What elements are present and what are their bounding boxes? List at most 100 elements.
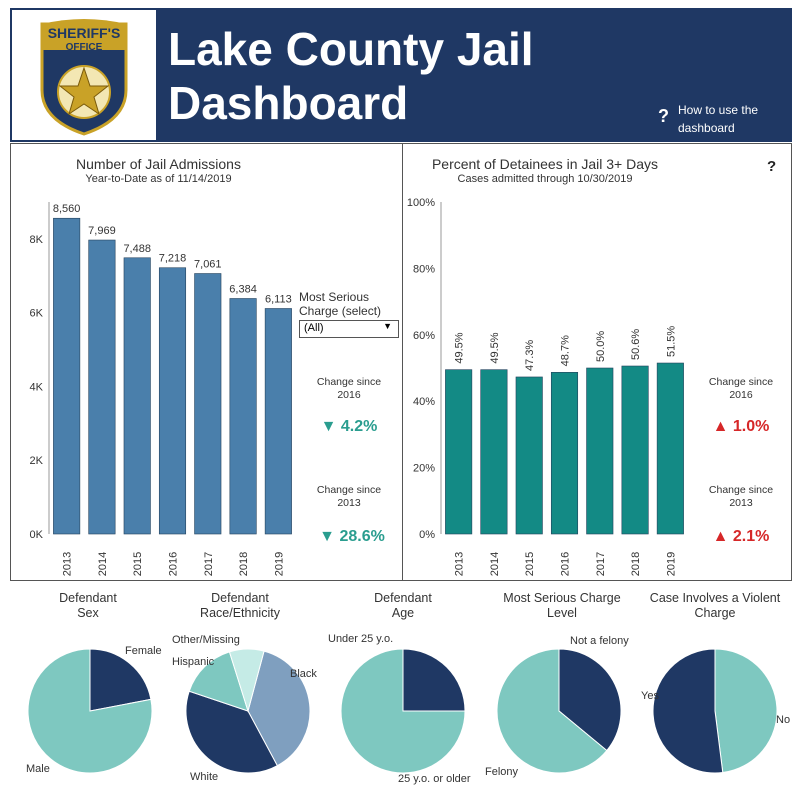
pie-age-chart: [340, 648, 466, 774]
pct-change-since-2016-value: ▲ 1.0%: [712, 418, 770, 435]
sheriff-logo: SHERIFF'S OFFICE: [12, 10, 156, 140]
help-link-line2: dashboard: [678, 121, 735, 135]
detention-bar[interactable]: [621, 365, 649, 535]
detention-bar-chart: 0% 20% 40% 60% 80% 100% 49.5% 2013 49.5% 2014 47.3…: [407, 197, 684, 576]
admissions-bar[interactable]: [123, 257, 151, 535]
detention-y-tick-label: 0%: [419, 529, 435, 541]
pie-race-chart: [185, 648, 311, 774]
change-since-2016-label-line2: 2016: [337, 389, 361, 401]
change-since-2016-label: Change since 2016: [307, 376, 391, 402]
charge-filter-value: (All): [304, 322, 324, 334]
pct-change-since-2013-value: ▲ 2.1%: [712, 528, 770, 545]
detention-bar[interactable]: [515, 376, 543, 535]
pie-charge-title-line1: Most Serious Charge: [503, 591, 621, 605]
detention-x-tick-label: 2013: [454, 552, 466, 576]
admissions-y-tick-label: 0K: [30, 529, 44, 541]
admissions-panel: Number of Jail Admissions Year-to-Date a…: [10, 143, 403, 581]
page-title-line1: Lake County Jail: [168, 23, 534, 75]
help-link-line1: How to use the: [678, 103, 759, 117]
pie-violent-title-line1: Case Involves a Violent: [649, 591, 781, 605]
change-since-2013-label-line2: 2013: [337, 497, 361, 509]
detention-value-label: 49.5%: [489, 332, 501, 363]
pie-race-slice[interactable]: [185, 690, 278, 774]
detention-help-icon[interactable]: ?: [767, 158, 777, 175]
admissions-x-tick-label: 2015: [132, 552, 144, 576]
detention-y-tick-label: 100%: [407, 197, 435, 209]
detention-subtitle: Cases admitted through 10/30/2019: [457, 173, 633, 185]
pie-age-slice[interactable]: [340, 648, 466, 774]
pie-violent-chart: [652, 648, 778, 774]
detention-y-tick-label: 80%: [413, 263, 435, 275]
admissions-y-tick-label: 4K: [30, 381, 44, 393]
pie-race-slice[interactable]: [188, 651, 249, 712]
pie-race-slice[interactable]: [247, 650, 311, 767]
pie-violent-slice[interactable]: [714, 648, 778, 774]
pie-age-title-line2: Age: [391, 606, 415, 620]
detention-bar[interactable]: [445, 369, 473, 535]
pct-change-since-2016-label-line2: 2016: [729, 389, 753, 401]
admissions-bar[interactable]: [53, 217, 81, 535]
pie-sex-label-female: Female: [125, 645, 162, 657]
detention-x-tick-label: 2019: [665, 552, 677, 576]
pie-sex-label-male: Male: [26, 763, 50, 775]
logo-text-top: SHERIFF'S: [48, 25, 121, 41]
detention-bar[interactable]: [656, 362, 684, 535]
pie-violent-title: Case Involves a Violent Charge: [640, 591, 790, 621]
dashboard-header: SHERIFF'S OFFICE Lake County Jail Dashbo…: [10, 8, 792, 142]
pie-charge-slice[interactable]: [496, 648, 608, 774]
pie-charge-chart: [496, 648, 622, 774]
admissions-bar[interactable]: [194, 273, 222, 535]
change-since-2016-label-line1: Change since: [316, 376, 382, 388]
admissions-bar[interactable]: [229, 298, 257, 535]
admissions-x-tick-label: 2013: [62, 552, 74, 576]
help-icon[interactable]: ?: [658, 106, 669, 126]
pie-age-title-line1: Defendant: [374, 591, 432, 605]
detention-y-tick-label: 20%: [413, 463, 435, 475]
pie-age-label-under25: Under 25 y.o.: [328, 633, 394, 645]
admissions-value-label: 7,488: [123, 243, 151, 255]
pie-race-title-line2: Race/Ethnicity: [200, 606, 280, 620]
change-since-2013-label: Change since 2013: [307, 484, 391, 510]
detention-bar[interactable]: [550, 372, 579, 535]
detention-value-label: 47.3%: [524, 340, 536, 371]
detention-value-label: 49.5%: [454, 332, 466, 363]
pie-race-label-hispanic: Hispanic: [172, 656, 215, 668]
pie-violent-label-no: No: [776, 714, 791, 726]
pie-race-label-black: Black: [290, 668, 317, 680]
detention-value-label: 48.7%: [560, 335, 572, 366]
pie-race-label-white: White: [190, 771, 219, 783]
admissions-bar[interactable]: [264, 308, 292, 535]
pie-race-title: Defendant Race/Ethnicity: [170, 591, 310, 621]
admissions-bar[interactable]: [88, 239, 116, 535]
page-title-line2: Dashboard: [168, 77, 409, 129]
change-since-2013-value: ▼ 28.6%: [319, 528, 385, 545]
pie-sex-title: Defendant Sex: [30, 591, 146, 621]
pie-age-label-25plus: 25 y.o. or older: [398, 773, 471, 785]
pie-sex-title-line2: Sex: [77, 606, 99, 620]
charge-filter-select[interactable]: (All) ▼: [299, 320, 399, 338]
detention-bar[interactable]: [586, 367, 614, 535]
pie-violent-label-yes: Yes: [641, 690, 659, 702]
admissions-subtitle: Year-to-Date as of 11/14/2019: [85, 173, 232, 185]
charge-filter-title: Most Serious Charge (select): [299, 290, 381, 318]
admissions-x-tick-label: 2017: [203, 552, 215, 576]
pie-charge-slice[interactable]: [558, 648, 622, 752]
detention-x-tick-label: 2018: [630, 552, 642, 576]
pie-sex-slice[interactable]: [89, 648, 152, 712]
pie-charge-title-line2: Level: [547, 606, 577, 620]
help-link[interactable]: How to use the dashboard: [678, 101, 788, 137]
admissions-bar[interactable]: [158, 267, 187, 535]
pie-sex-slice[interactable]: [27, 648, 153, 774]
detention-value-label: 51.5%: [665, 326, 677, 357]
pie-race-slice[interactable]: [228, 648, 265, 713]
pie-age-title: Defendant Age: [345, 591, 461, 621]
detention-bar[interactable]: [480, 369, 508, 535]
pie-race-label-other: Other/Missing: [172, 634, 240, 646]
detention-x-tick-label: 2017: [595, 552, 607, 576]
pct-change-since-2013-label: Change since 2013: [699, 484, 783, 510]
charge-filter-title-line2: Charge (select): [299, 304, 382, 318]
admissions-x-tick-label: 2016: [168, 552, 180, 576]
pie-age-slice[interactable]: [402, 648, 466, 712]
pie-violent-slice[interactable]: [652, 648, 724, 774]
page-title: Lake County Jail Dashboard: [168, 22, 534, 130]
